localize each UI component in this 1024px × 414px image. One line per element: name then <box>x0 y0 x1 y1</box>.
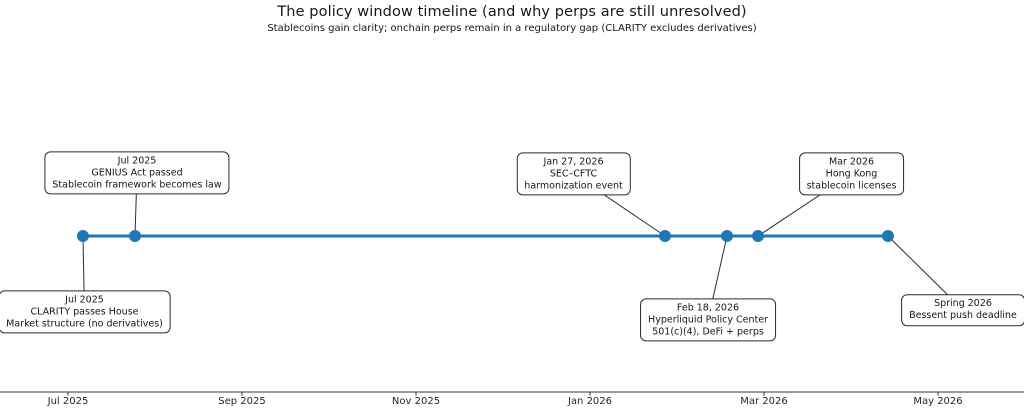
event-marker <box>751 230 764 242</box>
event-marker <box>128 230 141 242</box>
callout-line: Stablecoin framework becomes law <box>52 178 222 190</box>
event-callout: Feb 18, 2026 Hyperliquid Policy Center 501… <box>640 298 776 342</box>
axis-tick-label: Jan 2026 <box>567 396 613 407</box>
axis-tick-label: Nov 2025 <box>391 396 441 407</box>
axis-tick-label: May 2026 <box>913 396 963 407</box>
event-callout: Mar 2026 Hong Kong stablecoin licenses <box>798 152 905 196</box>
callout-line: Jan 27, 2026 <box>543 156 604 168</box>
callout-line: Market structure (no derivatives) <box>6 317 163 329</box>
event-callout: Spring 2026 Bessent push deadline <box>901 294 1024 326</box>
callout-line: Feb 18, 2026 <box>676 302 740 314</box>
callout-line: Hyperliquid Policy Center <box>648 314 768 326</box>
callout-line: GENIUS Act passed <box>91 167 183 179</box>
axis-tick-label: Mar 2026 <box>740 396 788 407</box>
axis-tick-label: Sep 2025 <box>218 396 266 407</box>
event-marker <box>76 230 89 242</box>
event-marker <box>721 230 734 242</box>
chart-title: The policy window timeline (and why perp… <box>277 4 747 20</box>
callout-line: 501(c)(4), DeFi + perps <box>652 325 764 337</box>
callout-line: Jul 2025 <box>65 294 104 306</box>
event-callout: Jan 27, 2026 SEC–CFTC harmonization event <box>516 152 631 196</box>
callout-line: stablecoin licenses <box>806 179 897 191</box>
event-marker <box>658 230 671 242</box>
event-marker <box>881 230 894 242</box>
callout-line: Hong Kong <box>825 168 878 180</box>
callout-line: SEC–CFTC <box>549 168 598 180</box>
event-callout: Jul 2025 CLARITY passes House Market struc… <box>0 290 171 334</box>
callout-line: Spring 2026 <box>934 298 992 310</box>
callout-line: Mar 2026 <box>828 156 875 168</box>
event-callout: Jul 2025 GENIUS Act passed Stablecoin fram… <box>44 151 230 195</box>
callout-line: Bessent push deadline <box>909 310 1017 321</box>
callout-line: CLARITY passes House <box>30 306 139 318</box>
callout-line: harmonization event <box>524 179 623 191</box>
chart-subtitle: Stablecoins gain clarity; onchain perps … <box>267 23 757 34</box>
callout-line: Jul 2025 <box>117 155 157 167</box>
axis-tick-label: Jul 2025 <box>47 396 89 407</box>
